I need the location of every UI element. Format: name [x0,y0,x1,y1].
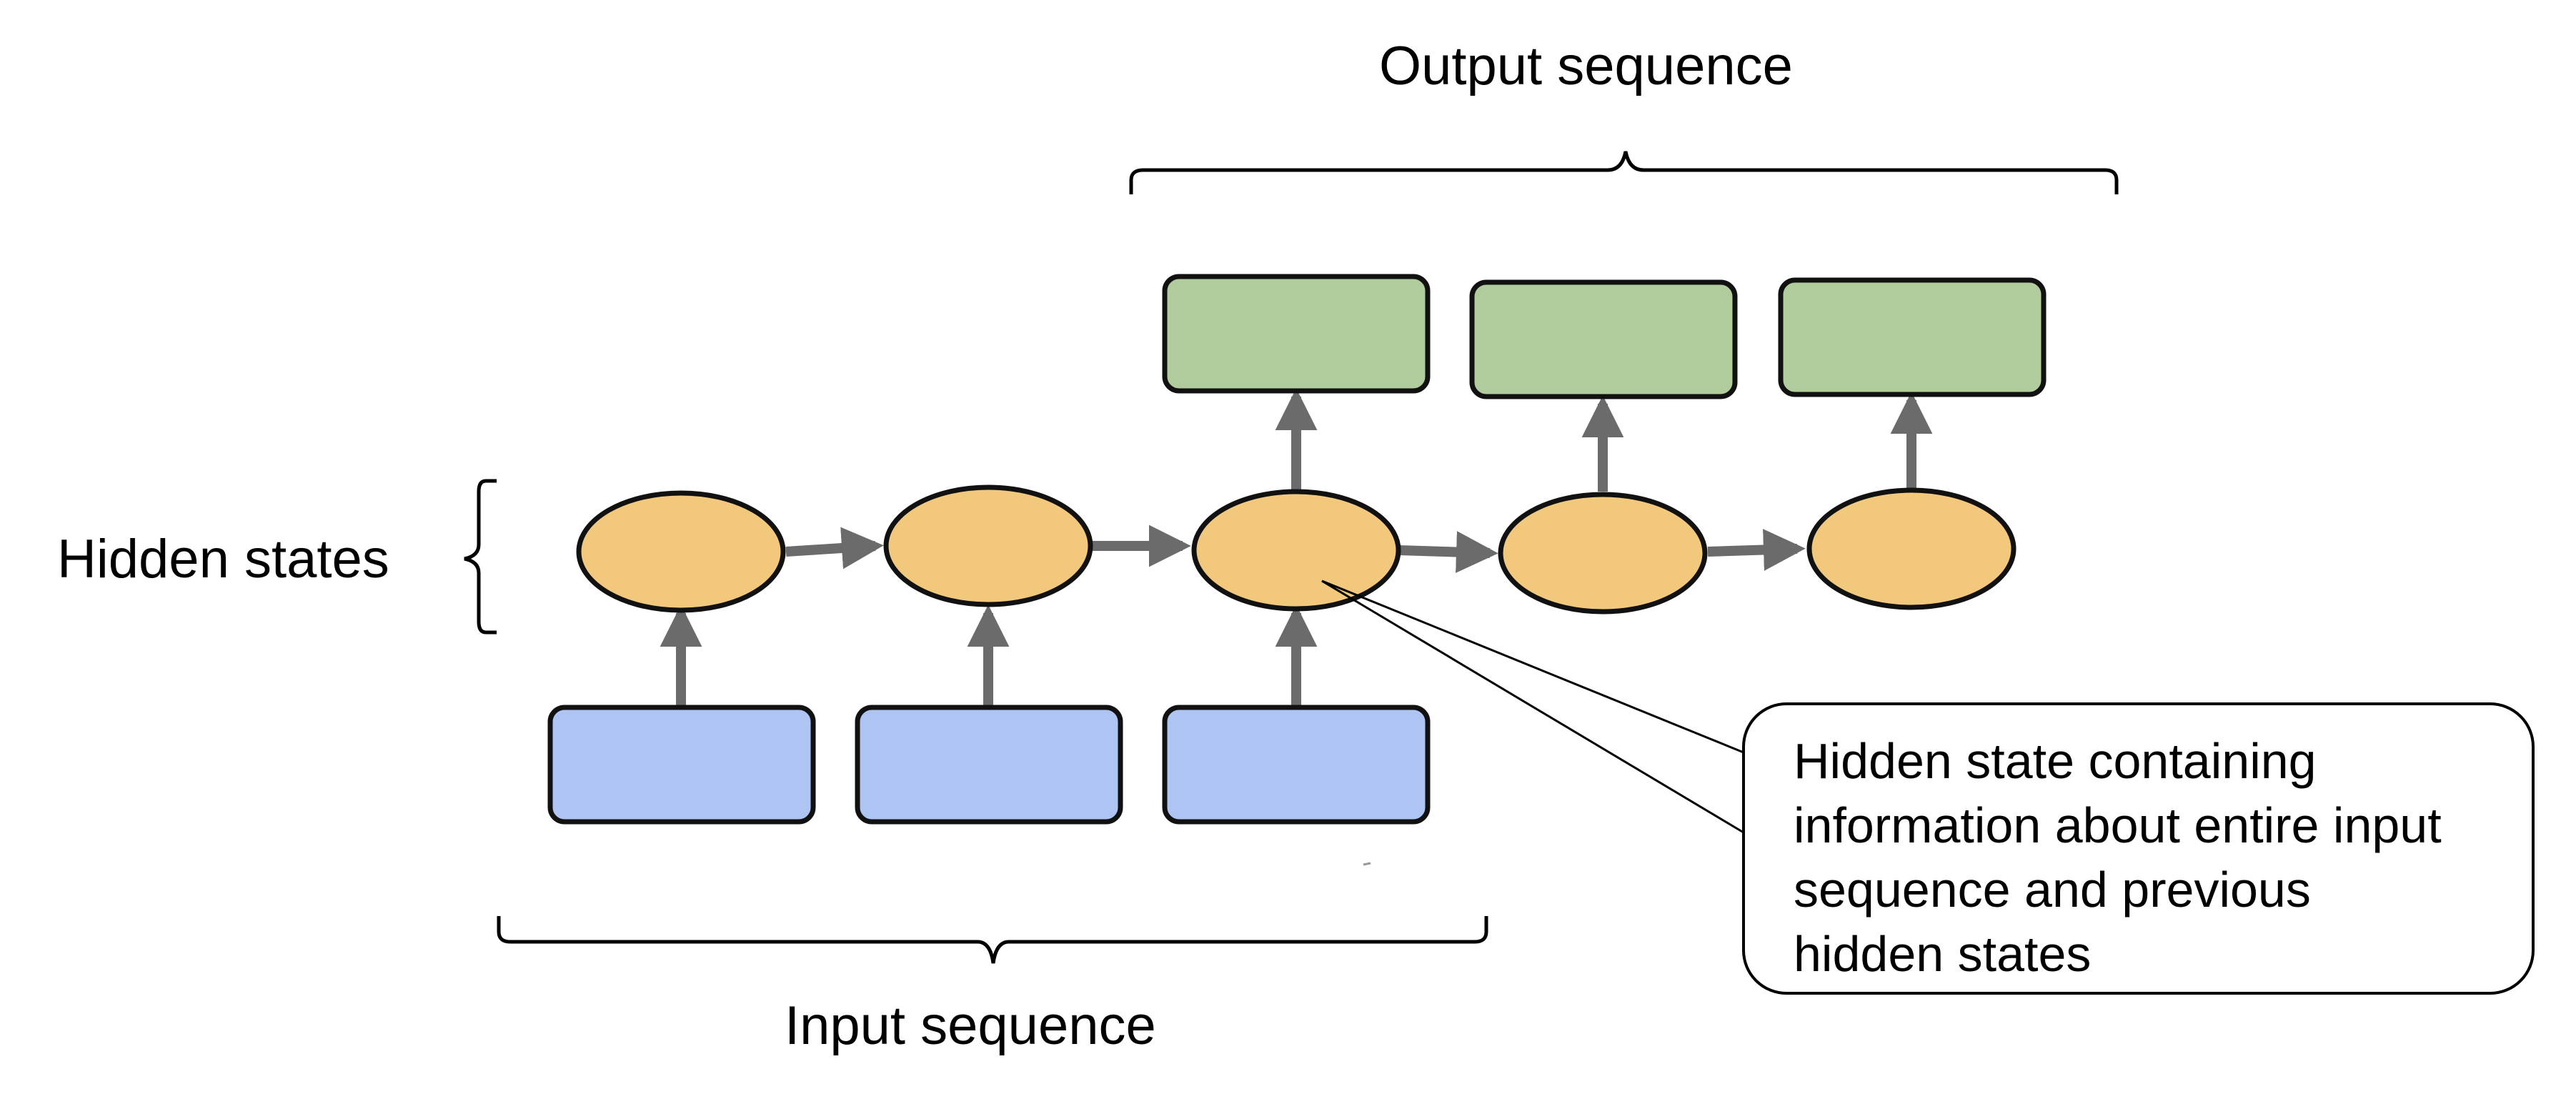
hidden-states-label: Hidden states [57,529,389,590]
callout-pointer-upper [1321,580,1744,754]
input-sequence-brace [497,916,1488,964]
hidden-state-1 [576,490,786,613]
input-box-3 [1162,705,1431,825]
arrow-hidden-4-to-hidden-5 [1707,529,1806,571]
arrow-hidden-3-to-hidden-4 [1398,531,1498,573]
output-box-2 [1469,279,1738,399]
hidden-state-2 [883,484,1093,607]
output-box-3 [1778,277,2047,397]
input-box-1 [547,705,816,825]
callout-pointer-lower [1321,580,1744,834]
output-box-1 [1162,274,1431,394]
callout-box [1742,702,2535,995]
input-box-2 [855,705,1123,825]
hidden-state-5 [1806,487,2016,610]
stray-mark [1363,862,1371,866]
output-sequence-brace [1129,151,2119,194]
callout-line-4: hidden states [1794,926,2092,982]
hidden-states-brace [464,479,497,635]
callout-text: Hidden state containing information abou… [1794,729,2508,986]
input-sequence-label: Input sequence [785,995,1156,1056]
hidden-state-4 [1498,492,1708,615]
arrow-hidden-1-to-hidden-2 [785,527,884,570]
callout-line-3: sequence and previous [1794,862,2311,917]
callout-line-2: information about entire input [1794,797,2442,853]
hidden-state-3 [1191,489,1401,612]
callout-line-1: Hidden state containing [1794,733,2317,789]
output-sequence-label: Output sequence [1379,36,1793,96]
